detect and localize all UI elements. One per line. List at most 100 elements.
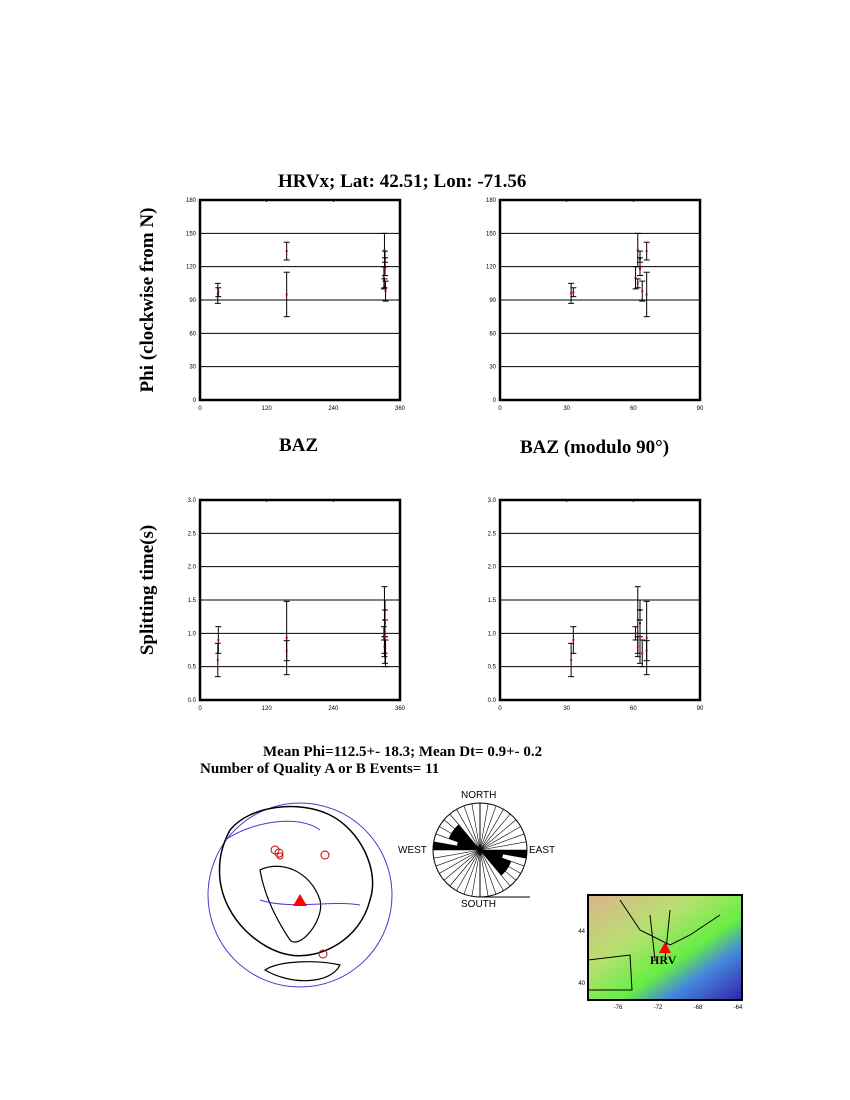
rose-petal [480,850,512,867]
y-tick-label: 180 [486,198,497,204]
rose-petal [454,824,480,850]
rose-spoke [449,849,481,887]
data-point [217,639,220,641]
event-marker [276,852,284,860]
map-coastlines [218,805,374,957]
plot-frame [198,498,402,702]
y-tick-label: 0 [493,398,497,404]
map-globe-outline [207,802,393,988]
data-point [285,637,288,639]
y-tick-label: 180 [186,198,197,204]
rose-petal [448,833,480,850]
y-tick-label: 60 [489,331,496,337]
rose-spoke [443,849,481,881]
data-point [572,291,575,294]
data-point [570,292,573,295]
lat-tick-label: 44 [578,929,585,935]
data-point [636,249,639,251]
data-point [634,276,637,279]
rose-spoke [479,833,525,851]
x-tick-label: 0 [498,706,502,712]
rose-spoke [479,849,511,887]
plot-frame [198,198,402,402]
rose-petal [451,828,480,850]
rose-spoke [479,849,497,895]
rose-spoke [463,805,481,851]
y-tick-label: 0.0 [488,698,497,704]
data-point [570,659,573,661]
data-point [383,282,386,285]
data-point [645,250,648,253]
plot-frame [498,198,702,402]
data-point [645,637,648,639]
x-tick-label: 360 [395,406,406,412]
rose-label-south: SOUTH [461,899,496,910]
data-point [636,645,639,648]
data-point [383,249,386,251]
rose-spoke [479,803,489,851]
rose-petal [456,841,480,850]
lon-tick-label: -64 [734,1005,743,1011]
y-tick-label: 3.0 [188,498,197,504]
rose-spoke [471,803,481,851]
lon-tick-label: -72 [654,1005,663,1011]
y-tick-label: 1.0 [488,631,497,637]
y-tick-label: 90 [189,298,196,304]
chart-dt_vs_baz: 0.0 0.5 1.0 1.5 2.0 2.5 3.0 0 120 240 360 [188,498,406,712]
x-tick-label: 120 [262,706,273,712]
x-axis-label-baz-mod90: BAZ (modulo 90°) [520,437,670,458]
y-tick-label: 3.0 [488,498,497,504]
rose-label-east: EAST [529,845,556,856]
y-tick-label: 1.0 [188,631,197,637]
data-point [641,652,644,655]
x-tick-label: 240 [328,706,339,712]
rose-spoke [433,849,481,859]
y-tick-label: 0.5 [488,665,497,671]
rose-spoke [479,849,489,897]
rose-petal [480,850,506,876]
event-marker [274,848,284,858]
data-point [216,659,219,661]
rose-spoke [479,819,517,851]
y-tick-label: 2.0 [188,565,197,571]
data-point [216,292,219,295]
plot-frame [498,498,702,702]
rose-label-north: NORTH [461,790,497,801]
rose-petal [480,850,504,859]
data-point [285,250,288,253]
data-point [641,290,644,293]
data-point [382,632,385,635]
rose-petal [480,850,509,872]
x-tick-label: 90 [697,406,704,412]
x-tick-label: 30 [563,706,570,712]
y-tick-label: 120 [486,265,497,271]
y-tick-label: 0 [193,398,197,404]
x-tick-label: 30 [563,406,570,412]
x-axis-label-baz: BAZ [279,435,319,456]
event-marker [320,850,330,860]
lat-tick-label: 40 [578,981,585,987]
y-tick-label: 1.5 [188,598,197,604]
rose-spoke [463,849,481,895]
y-tick-label: 0.0 [188,698,197,704]
x-tick-label: 90 [697,706,704,712]
data-point [636,282,639,285]
y-tick-label: 2.5 [488,531,497,537]
y-tick-label: 90 [489,298,496,304]
station-triangle-icon [293,894,307,906]
x-tick-label: 0 [198,406,202,412]
rose-spoke [479,826,521,851]
y-tick-label: 150 [486,231,497,237]
chart-dt_vs_baz_mod90: 0.0 0.5 1.0 1.5 2.0 2.5 3.0 0 30 60 90 [488,498,704,712]
y-tick-label: 30 [489,365,496,371]
rose-spoke [479,805,497,851]
rose-petal [480,850,527,859]
data-point [645,649,648,652]
x-tick-label: 0 [198,706,202,712]
y-tick-label: 2.0 [488,565,497,571]
summary-mean: Mean Phi=112.5+- 18.3; Mean Dt= 0.9+- 0.… [263,744,543,760]
